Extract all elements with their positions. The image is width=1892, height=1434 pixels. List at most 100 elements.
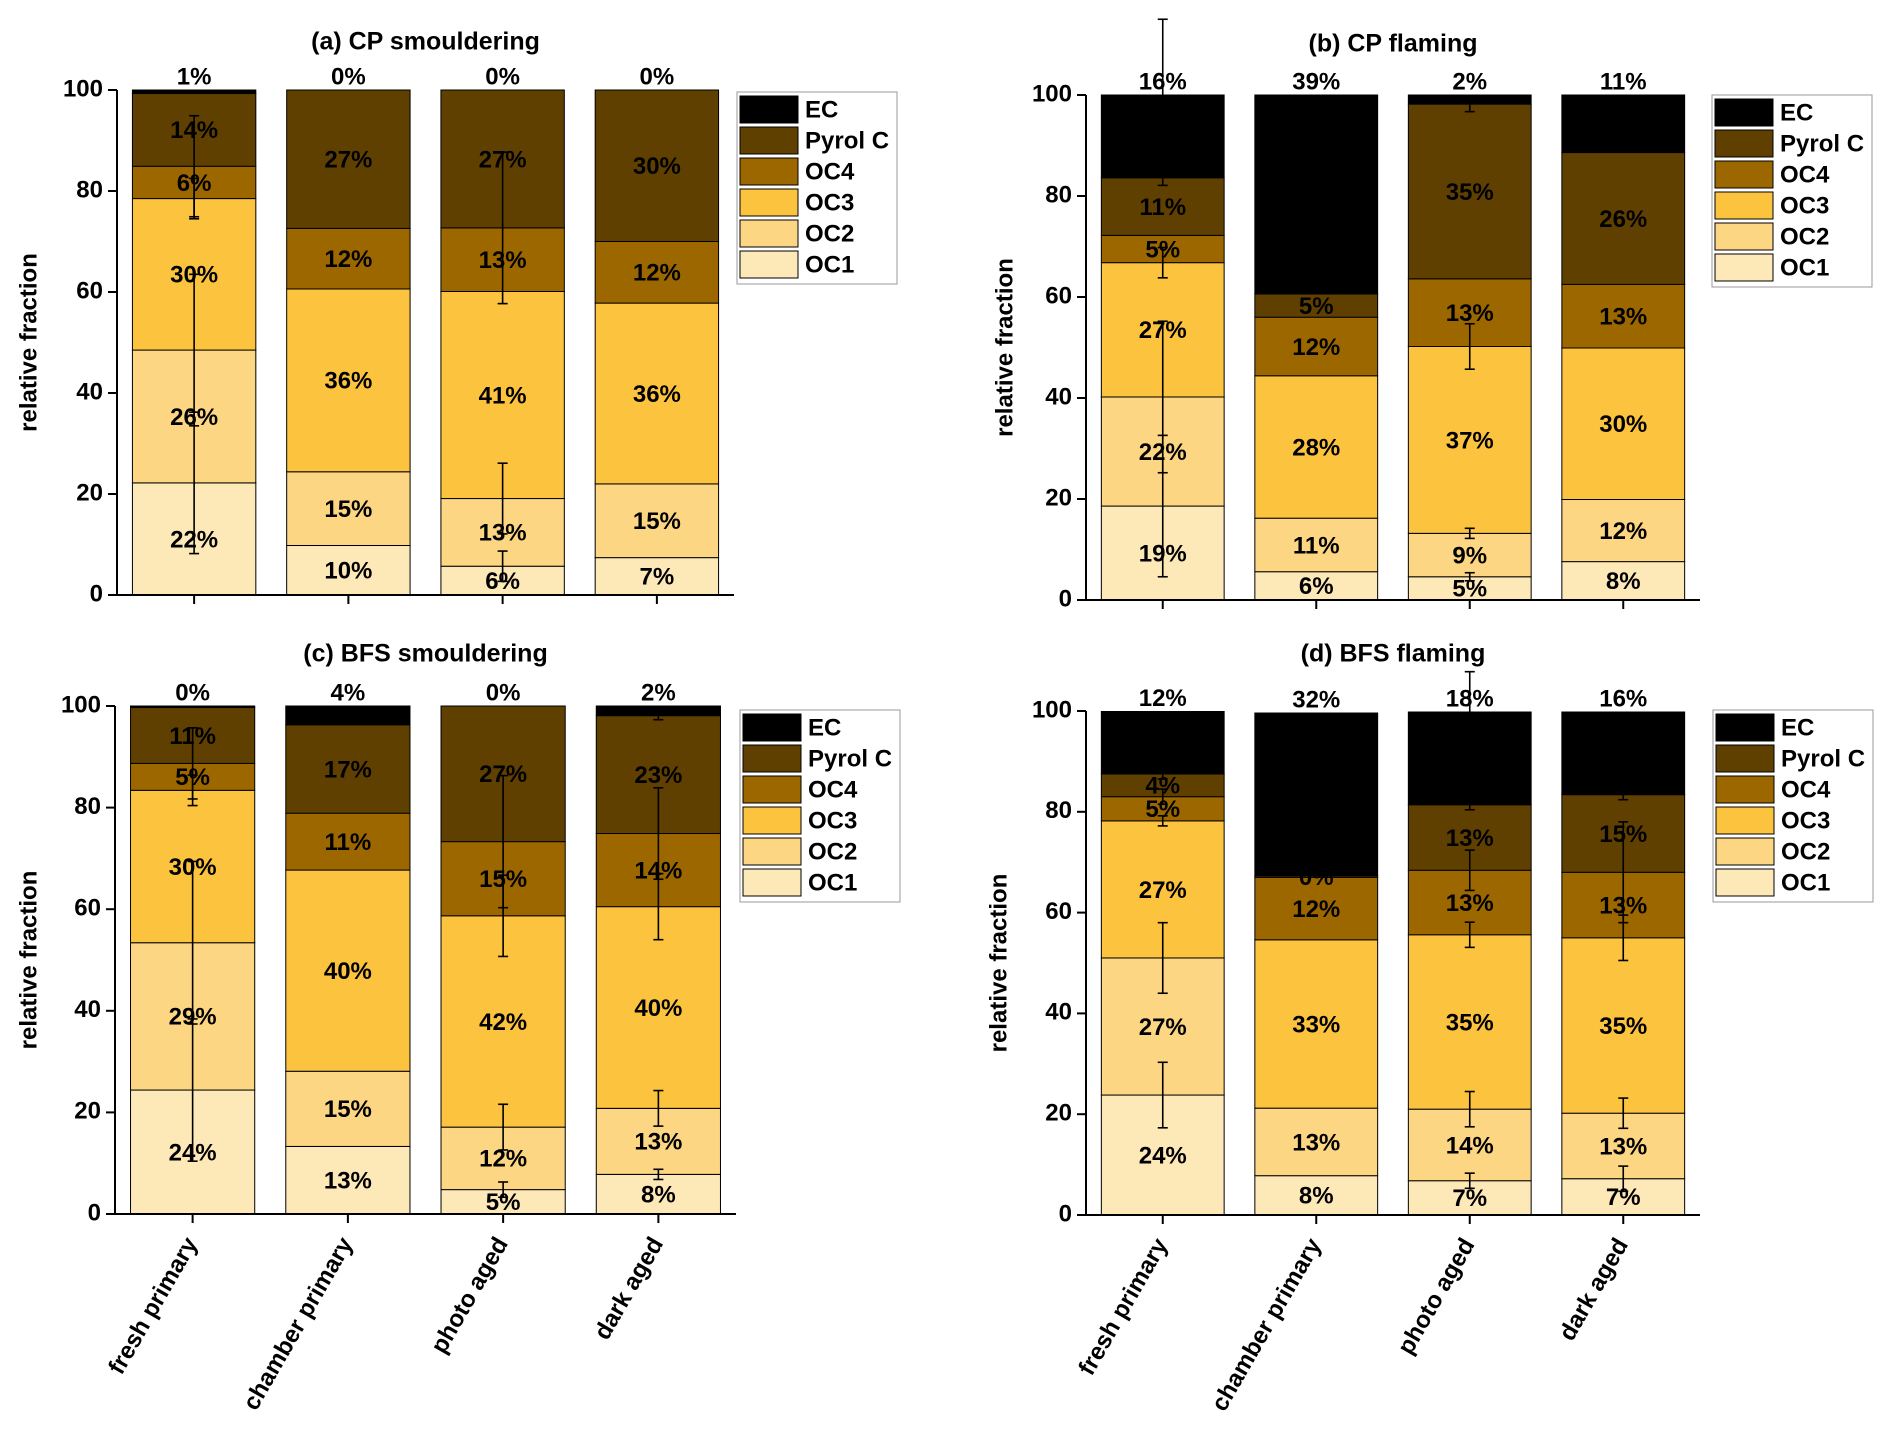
legend-swatch [739, 188, 799, 217]
legend-swatch [1714, 191, 1774, 220]
legend-swatch [742, 806, 802, 835]
chart-title: (b) CP flaming [1309, 30, 1478, 58]
data-label: 13% [1446, 890, 1494, 917]
y-tick-label: 40 [74, 996, 101, 1023]
error-bar [1157, 1061, 1168, 1129]
bar-segment [1100, 177, 1225, 236]
error-bar [498, 1103, 509, 1151]
legend-label: OC3 [808, 807, 857, 834]
bar-segment [1254, 94, 1379, 295]
data-label: 35% [1446, 1009, 1494, 1036]
bar-segment [130, 705, 256, 709]
data-label: 12% [324, 246, 372, 273]
bar-segment [1254, 1107, 1379, 1177]
y-tick-label: 100 [1032, 696, 1072, 723]
bar-segment [594, 483, 720, 559]
bar-segment [595, 1173, 721, 1215]
y-tick-label: 40 [1045, 383, 1072, 410]
chart-title: (c) BFS smouldering [303, 640, 547, 668]
error-bar [497, 151, 508, 305]
y-axis-label: relative fraction [985, 874, 1012, 1053]
legend-swatch [739, 219, 799, 248]
legend-swatch [739, 95, 799, 124]
legend-swatch [739, 250, 799, 279]
y-tick-label: 20 [1045, 1100, 1072, 1127]
data-label: 12% [1292, 896, 1340, 923]
legend-label: Pyrol C [808, 745, 892, 772]
error-bar [1464, 322, 1475, 371]
error-bar [1157, 921, 1168, 995]
bar-segment [1254, 939, 1379, 1109]
data-label: 41% [479, 382, 527, 409]
data-label: 40% [324, 958, 372, 985]
y-tick-label: 60 [1045, 282, 1072, 309]
bar-segment [1254, 876, 1379, 941]
bar-segment [440, 1189, 566, 1215]
error-bar [1464, 798, 1475, 811]
bar-segment [286, 89, 411, 229]
y-axis-label: relative fraction [991, 258, 1018, 437]
legend-label: OC1 [805, 251, 854, 278]
data-label: 11% [325, 829, 372, 856]
x-tick-label: fresh primary [1073, 1233, 1173, 1380]
x-tick-label: photo aged [426, 1233, 514, 1359]
legend-label: OC3 [1780, 192, 1829, 219]
error-bar [497, 462, 508, 535]
data-label: 0% [486, 679, 521, 706]
x-tick-label: dark aged [1554, 1234, 1634, 1346]
data-label: 2% [1452, 68, 1487, 95]
data-label: 35% [1599, 1013, 1647, 1040]
data-label: 7% [640, 564, 675, 591]
y-tick-label: 80 [1045, 181, 1072, 208]
legend-label: EC [1781, 714, 1814, 741]
y-tick-label: 0 [1059, 1200, 1072, 1227]
bar-segment [1561, 152, 1686, 285]
legend-label: EC [1780, 99, 1813, 126]
error-bar [1464, 849, 1475, 892]
legend-label: Pyrol C [805, 127, 889, 154]
error-bar [653, 1089, 664, 1127]
x-tick-label: chamber primary [1206, 1233, 1327, 1416]
data-label: 14% [1446, 1132, 1494, 1159]
data-label: 11% [1293, 532, 1340, 559]
data-label: 35% [1446, 179, 1494, 206]
data-label: 0% [485, 63, 520, 90]
legend-swatch [742, 775, 802, 804]
data-label: 12% [1292, 334, 1340, 361]
legend-label: Pyrol C [1780, 130, 1864, 157]
data-label: 36% [324, 368, 372, 395]
y-tick-label: 80 [74, 793, 101, 820]
legend-label: OC2 [1781, 838, 1830, 865]
legend-label: OC1 [1781, 869, 1830, 896]
bar-segment [1407, 934, 1532, 1110]
error-bar [1157, 788, 1168, 806]
data-label: 12% [1139, 685, 1187, 712]
data-label: 13% [1446, 825, 1494, 852]
legend-swatch [742, 868, 802, 897]
y-tick-label: 20 [74, 1098, 101, 1125]
bar-segment [131, 89, 257, 95]
bar-segment [1561, 711, 1686, 796]
bar-segment [285, 1145, 411, 1215]
y-tick-label: 60 [76, 277, 103, 304]
data-label: 9% [1452, 542, 1487, 569]
bar-segment [1254, 375, 1379, 519]
error-bar [187, 860, 198, 1025]
error-bar [1157, 18, 1168, 172]
legend-swatch [1715, 744, 1775, 773]
legend-label: OC3 [1781, 807, 1830, 834]
error-bar [1464, 921, 1475, 949]
legend-label: OC1 [1780, 254, 1829, 281]
error-bar [1464, 1090, 1475, 1128]
chart-title: (d) BFS flaming [1301, 640, 1486, 668]
chart-title: (a) CP smouldering [311, 28, 540, 56]
data-label: 8% [641, 1182, 676, 1209]
legend-label: OC1 [808, 869, 857, 896]
data-label: 24% [1139, 1142, 1187, 1169]
y-tick-label: 60 [74, 895, 101, 922]
data-label: 11% [1139, 194, 1186, 221]
legend-swatch [1715, 713, 1775, 742]
bar-segment [1407, 532, 1532, 578]
data-label: 13% [1599, 1133, 1647, 1160]
bar-segment [1254, 1175, 1379, 1216]
